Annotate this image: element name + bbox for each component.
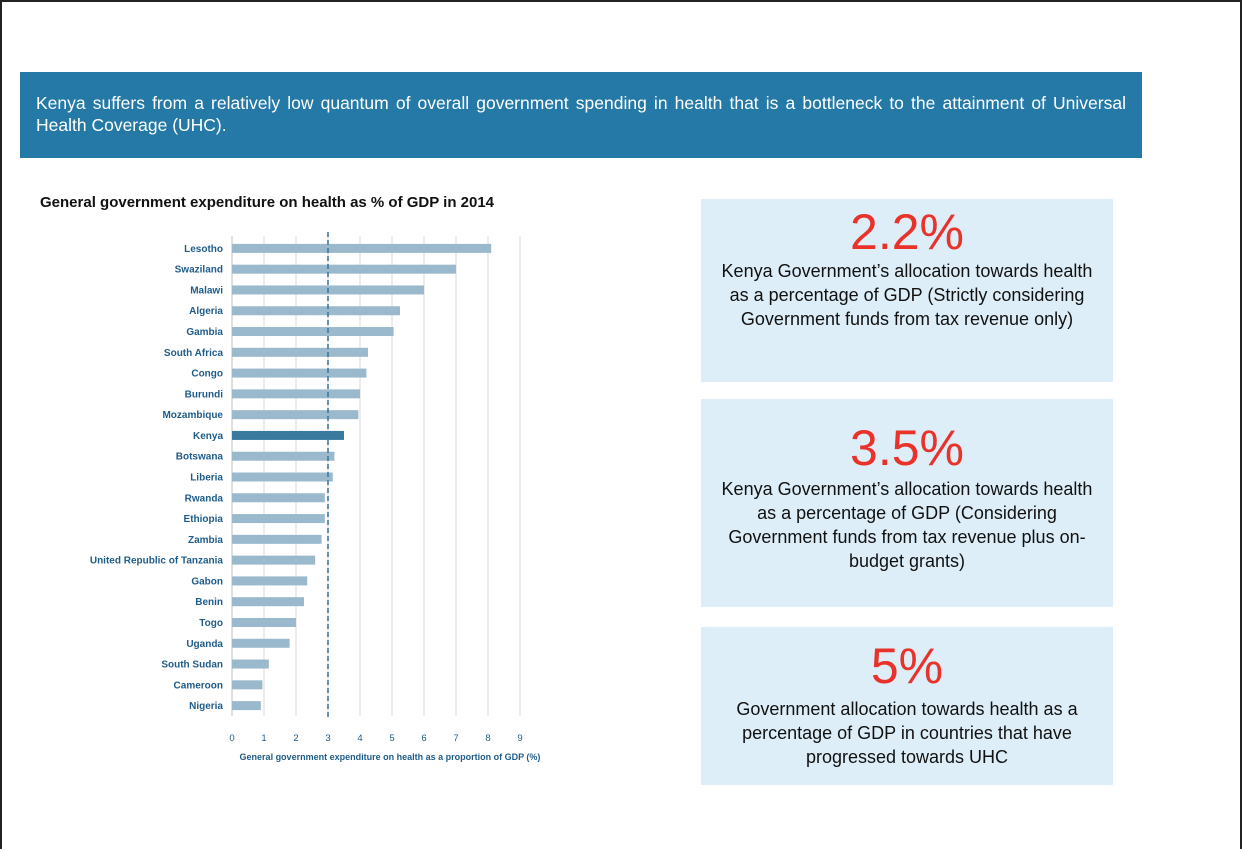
header-banner: Kenya suffers from a relatively low quan… xyxy=(20,72,1142,158)
bar-benin xyxy=(232,597,304,607)
category-label: Ethiopia xyxy=(184,514,224,525)
category-label: Lesotho xyxy=(184,244,223,255)
category-label: Gambia xyxy=(186,327,223,338)
bar-zambia xyxy=(232,534,322,544)
bar-united-republic-of-tanzania xyxy=(232,555,316,565)
bar-liberia xyxy=(232,472,333,482)
bar-ethiopia xyxy=(232,514,325,524)
category-label: South Africa xyxy=(164,348,224,359)
banner-text: Kenya suffers from a relatively low quan… xyxy=(36,93,1126,135)
category-label: South Sudan xyxy=(161,660,223,671)
x-tick-label: 0 xyxy=(229,733,234,744)
category-label: Botswana xyxy=(176,452,224,463)
bar-burundi xyxy=(232,389,360,399)
bar-algeria xyxy=(232,306,400,316)
bar-swaziland xyxy=(232,264,456,274)
category-label: Cameroon xyxy=(174,680,223,691)
category-label: Kenya xyxy=(193,431,223,442)
bar-south-sudan xyxy=(232,659,269,669)
category-label: Togo xyxy=(199,618,223,629)
x-tick-label: 2 xyxy=(293,733,298,744)
chart-title: General government expenditure on health… xyxy=(40,194,495,211)
stat-value: 5% xyxy=(870,638,944,694)
category-label: Liberia xyxy=(190,473,223,484)
category-label: Benin xyxy=(195,597,223,608)
bar-mozambique xyxy=(232,410,359,420)
bar-togo xyxy=(232,617,296,627)
stat-value: 3.5% xyxy=(850,420,964,476)
x-tick-label: 1 xyxy=(261,733,266,744)
stat-box-tax-revenue: 2.2% Kenya Government’s allocation towar… xyxy=(701,199,1113,382)
x-tick-label: 9 xyxy=(517,733,522,744)
bar-nigeria xyxy=(232,701,261,711)
x-tick-label: 5 xyxy=(389,733,394,744)
x-tick-label: 8 xyxy=(485,733,490,744)
stat-box-uhc-countries: 5% Government allocation towards health … xyxy=(701,627,1113,785)
x-axis-label: General government expenditure on health… xyxy=(240,752,541,762)
stat-value: 2.2% xyxy=(850,204,964,260)
stat-box-budget-grants: 3.5% Kenya Government’s allocation towar… xyxy=(701,399,1113,607)
bar-botswana xyxy=(232,451,335,461)
category-label: Burundi xyxy=(185,389,224,400)
bar-congo xyxy=(232,368,367,378)
bar-south-africa xyxy=(232,347,368,357)
x-tick-label: 7 xyxy=(453,733,458,744)
category-label: Congo xyxy=(191,369,223,380)
category-label: Nigeria xyxy=(189,701,223,712)
category-label: Malawi xyxy=(190,285,223,296)
bar-lesotho xyxy=(232,243,492,253)
stat-description: Kenya Government’s allocation towards he… xyxy=(721,479,1093,571)
category-label: Mozambique xyxy=(162,410,223,421)
bar-cameroon xyxy=(232,680,263,690)
bar-gambia xyxy=(232,327,394,337)
bar-gabon xyxy=(232,576,308,586)
category-label: Uganda xyxy=(186,639,223,650)
category-label: Rwanda xyxy=(185,493,224,504)
category-label: Zambia xyxy=(188,535,223,546)
category-label: Gabon xyxy=(191,576,223,587)
x-tick-label: 4 xyxy=(357,733,362,744)
x-tick-label: 3 xyxy=(325,733,330,744)
bar-uganda xyxy=(232,638,290,648)
category-label: Swaziland xyxy=(175,265,223,276)
category-label: Algeria xyxy=(189,306,223,317)
bar-kenya xyxy=(232,430,344,440)
stat-description: Government allocation towards health as … xyxy=(736,699,1078,767)
bar-rwanda xyxy=(232,493,325,503)
category-label: United Republic of Tanzania xyxy=(90,556,224,567)
x-tick-label: 6 xyxy=(421,733,426,744)
stat-description: Kenya Government’s allocation towards he… xyxy=(721,261,1093,329)
